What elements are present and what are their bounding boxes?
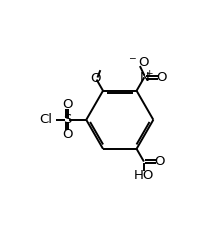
Text: $^-$O: $^-$O <box>127 56 151 69</box>
Text: N: N <box>139 71 149 84</box>
Text: S: S <box>63 113 71 126</box>
Text: Cl: Cl <box>39 113 52 126</box>
Text: HO: HO <box>134 169 154 182</box>
Text: O: O <box>154 155 164 168</box>
Text: +: + <box>145 69 152 78</box>
Text: O: O <box>156 71 166 84</box>
Text: O: O <box>62 128 73 141</box>
Text: O: O <box>62 98 73 111</box>
Text: O: O <box>90 72 101 85</box>
